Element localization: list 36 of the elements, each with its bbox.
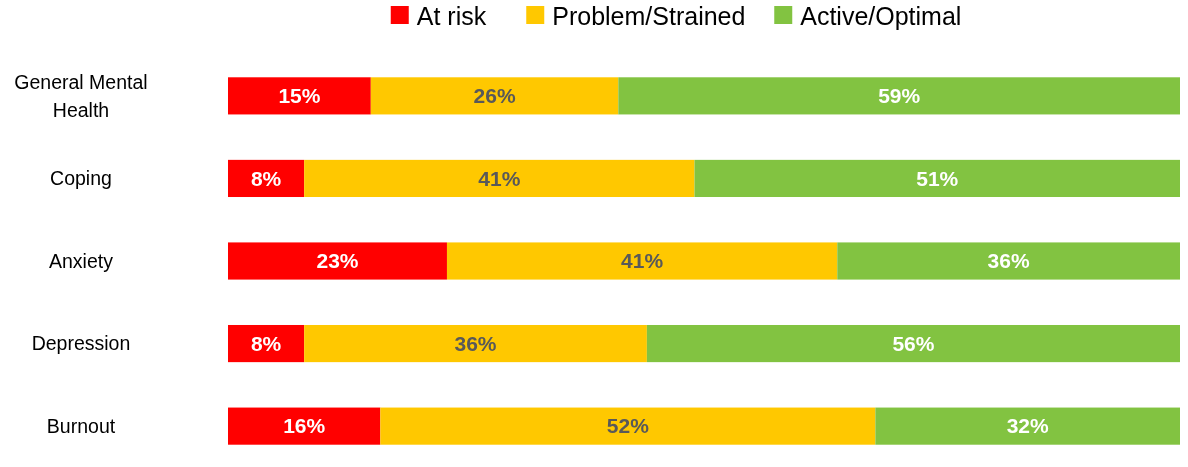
y-tick-label: Depression xyxy=(31,332,131,355)
data-label: 56% xyxy=(892,331,935,355)
bar xyxy=(875,407,1180,445)
data-label: 52% xyxy=(606,414,650,438)
legend-label: Problem/Strained xyxy=(552,1,746,30)
data-label: 8% xyxy=(250,166,282,190)
y-tick-label: Coping xyxy=(50,167,112,190)
bar xyxy=(837,242,1180,280)
bar xyxy=(618,77,1180,115)
data-label: 41% xyxy=(478,166,521,190)
data-label: 26% xyxy=(473,84,516,108)
y-tick-label: Anxiety xyxy=(49,249,114,272)
bar xyxy=(304,159,695,198)
data-label: 8% xyxy=(250,331,282,355)
y-tick-label: Burnout xyxy=(46,414,116,437)
data-label: 59% xyxy=(878,84,921,108)
bar xyxy=(228,242,447,280)
data-label: 15% xyxy=(278,84,321,108)
bar xyxy=(304,324,647,363)
data-label: 16% xyxy=(283,414,326,438)
legend-label: At risk xyxy=(416,1,487,30)
data-label: 36% xyxy=(987,249,1030,273)
data-label: 41% xyxy=(621,249,664,273)
data-label: 36% xyxy=(454,331,497,355)
data-label: 32% xyxy=(1006,414,1050,438)
data-label: 51% xyxy=(916,166,959,190)
bar xyxy=(370,77,619,115)
bar xyxy=(228,407,381,445)
legend-label: Active/Optimal xyxy=(800,1,962,30)
bar xyxy=(380,407,876,445)
bar xyxy=(228,77,371,115)
bar xyxy=(694,159,1180,198)
y-tick-label: General Mental Health xyxy=(14,70,148,121)
data-label: 23% xyxy=(316,249,359,273)
bar xyxy=(446,242,838,280)
bar xyxy=(646,324,1180,363)
